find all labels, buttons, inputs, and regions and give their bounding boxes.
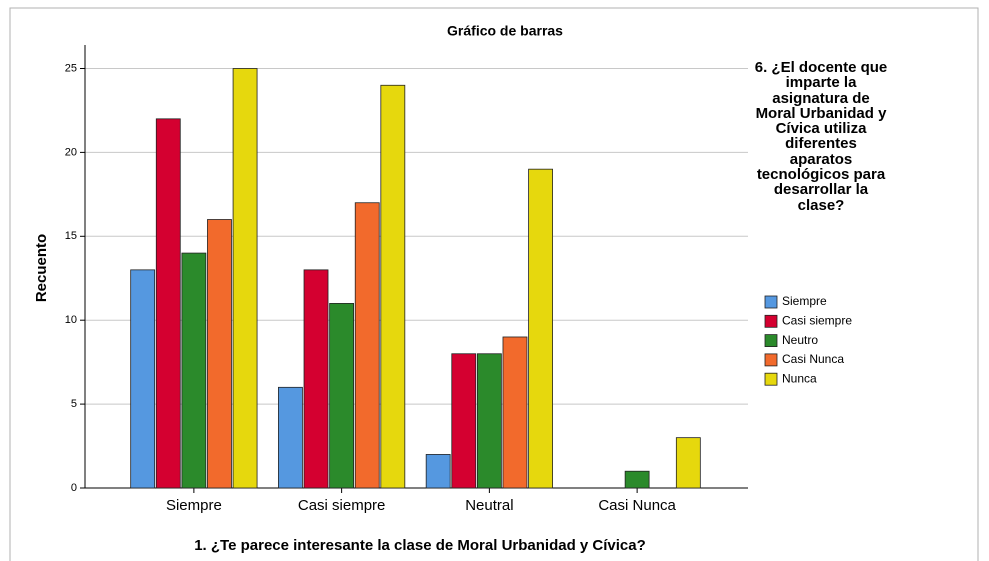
bar	[675, 437, 701, 489]
x-axis-label: 1. ¿Te parece interesante la clase de Mo…	[194, 537, 646, 554]
bar	[232, 68, 258, 489]
bar	[207, 219, 232, 489]
y-tick-label: 25	[65, 62, 77, 74]
x-tick-label: Casi siempre	[298, 497, 386, 514]
y-tick-label: 20	[65, 146, 77, 158]
bar	[329, 303, 355, 489]
bar	[451, 353, 477, 489]
frame	[9, 7, 979, 561]
chart-title: Gráfico de barras	[447, 23, 563, 39]
legend-label: Siempre	[782, 294, 827, 308]
legend-swatch	[764, 314, 778, 328]
bar	[303, 269, 329, 489]
legend-swatch	[764, 353, 778, 367]
bar	[354, 202, 380, 489]
y-tick-label: 10	[65, 314, 77, 326]
legend-label: Casi siempre	[782, 313, 852, 327]
legend-swatch	[764, 372, 778, 386]
legend-label: Neutro	[782, 333, 818, 347]
y-tick-label: 5	[71, 398, 77, 410]
bar	[380, 84, 406, 489]
x-tick-label: Neutral	[465, 497, 513, 514]
legend-label: Nunca	[782, 371, 817, 385]
y-axis-label: Recuento	[33, 234, 50, 302]
legend-title: 6. ¿El docente que imparte la asignatura…	[754, 59, 888, 214]
y-tick-label: 15	[65, 230, 77, 242]
bar	[155, 118, 181, 489]
bar	[278, 386, 303, 489]
bar	[502, 336, 528, 489]
bar	[476, 353, 502, 489]
bar	[528, 168, 553, 489]
bar	[425, 454, 451, 489]
legend-swatch	[764, 295, 778, 309]
bar	[130, 269, 156, 489]
x-tick-label: Siempre	[166, 497, 222, 514]
bar	[181, 252, 207, 489]
legend-swatch	[764, 334, 778, 348]
bar	[624, 470, 650, 489]
legend-label: Casi Nunca	[782, 352, 844, 366]
x-tick-label: Casi Nunca	[598, 497, 676, 514]
y-tick-label: 0	[71, 482, 77, 494]
